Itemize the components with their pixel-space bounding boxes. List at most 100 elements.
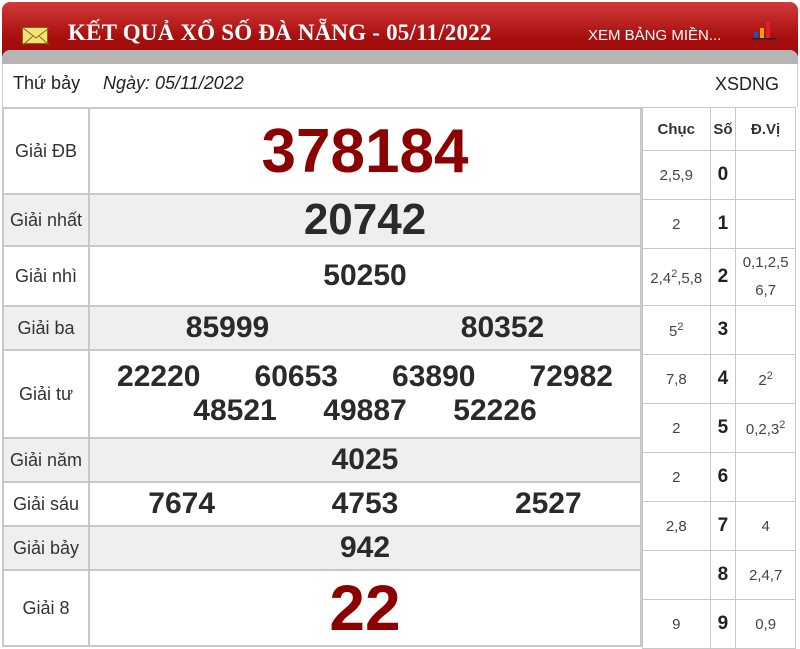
loto-so: 5 — [709, 403, 737, 453]
loto-chuc: 52 — [642, 305, 711, 355]
prize-numbers: 7674 4753 2527 — [88, 481, 642, 527]
view-region-link[interactable]: XEM BẢNG MIỀN... — [588, 27, 722, 44]
prize-numbers: 50250 — [88, 245, 642, 307]
prize-numbers: 378184 — [88, 107, 642, 195]
loto-count: 2 — [671, 267, 678, 280]
loto-dvi: 0,1,2,5 6,7 — [735, 248, 796, 306]
loto-chuc: 2 — [642, 403, 711, 453]
loto-digits: 2,4,7 — [748, 566, 783, 584]
prize-number: 49887 — [323, 394, 407, 427]
loto-row: 9 9 0,9 — [642, 599, 796, 649]
prize-number: 85999 — [185, 311, 270, 344]
prize-number: 942 — [339, 531, 391, 564]
prize-row: Giải nhì 50250 — [2, 245, 642, 307]
prize-number: 4025 — [331, 443, 399, 476]
prize-row: Giải tư 22220 60653 63890 72982 48521 49887 522… — [2, 349, 642, 439]
prize-number: 80352 — [460, 311, 545, 344]
page-title: KẾT QUẢ XỔ SỐ ĐÀ NẴNG - 05/11/2022 — [68, 20, 492, 45]
loto-row: 7,8 4 22 — [642, 354, 796, 404]
loto-digits: 0,9 — [755, 615, 777, 633]
loto-chuc: 7,8 — [642, 354, 711, 404]
loto-digits: 5 — [669, 322, 678, 340]
loto-chuc: 2,42,5,8 — [642, 248, 711, 306]
prize-row: Giải nhất 20742 — [2, 193, 642, 247]
prize-number: 52226 — [453, 394, 537, 427]
header-band — [2, 50, 798, 64]
draw-date: Ngày: 05/11/2022 — [103, 73, 244, 93]
prize-number: 2527 — [514, 487, 582, 520]
prize-numbers: 22220 60653 63890 72982 48521 49887 52226 — [88, 349, 642, 439]
loto-dvi — [735, 305, 796, 355]
col-so: Số — [709, 107, 737, 151]
prize-numbers: 85999 80352 — [88, 305, 642, 351]
prize-label: Giải ĐB — [2, 107, 90, 195]
loto-digits: 9 — [672, 615, 681, 633]
loto-chuc: 9 — [642, 599, 711, 649]
prize-row: Giải ĐB 378184 — [2, 107, 642, 195]
loto-row: 8 2,4,7 — [642, 550, 796, 600]
loto-digits: 0,1,2,5 — [742, 254, 789, 271]
prize-numbers: 4025 — [88, 437, 642, 483]
loto-so: 0 — [709, 150, 737, 200]
prize-number: 48521 — [193, 394, 277, 427]
loto-count: 2 — [766, 369, 773, 382]
prize-label: Giải bảy — [2, 525, 90, 571]
loto-row: 2,42,5,8 2 0,1,2,5 6,7 — [642, 248, 796, 306]
prize-numbers: 942 — [88, 525, 642, 571]
prize-row: Giải ba 85999 80352 — [2, 305, 642, 351]
loto-so: 6 — [709, 452, 737, 502]
prize-number: 50250 — [323, 259, 407, 292]
loto-digits: 6,7 — [755, 282, 777, 299]
loto-dvi: 0,2,32 — [735, 403, 796, 453]
col-dvi: Đ.Vị — [735, 107, 796, 151]
loto-so: 9 — [709, 599, 737, 649]
prize-number: 22 — [329, 572, 401, 644]
prize-number: 4753 — [331, 487, 399, 520]
loto-so: 3 — [709, 305, 737, 355]
prize-label: Giải năm — [2, 437, 90, 483]
loto-digits: 2,5,9 — [659, 166, 693, 184]
loto-dvi: 22 — [735, 354, 796, 404]
loto-so: 2 — [709, 248, 737, 306]
loto-dvi — [735, 199, 796, 249]
loto-digits: 2 — [672, 468, 681, 486]
prize-row: Giải năm 4025 — [2, 437, 642, 483]
loto-table: Chục Số Đ.Vị 2,5,9 0 2 1 2,42,5,8 2 0,1,2,5 6,7… — [642, 107, 796, 649]
weekday: Thứ bảy — [13, 73, 81, 93]
loto-digits: ,5,8 — [677, 269, 703, 287]
results-table: Giải ĐB 378184 Giải nhất 20742 Giải nhì 50250… — [2, 107, 642, 647]
loto-count: 2 — [677, 320, 684, 333]
prize-label: Giải nhất — [2, 193, 90, 247]
prize-row: Giải bảy 942 — [2, 525, 642, 571]
loto-digits: 2,8 — [665, 517, 687, 535]
col-chuc: Chục — [642, 107, 711, 151]
mail-icon — [22, 27, 49, 45]
loto-chuc — [642, 550, 711, 600]
prize-number: 63890 — [392, 360, 476, 393]
prize-numbers: 22 — [88, 569, 642, 647]
loto-digits: 4 — [761, 517, 770, 535]
loto-so: 1 — [709, 199, 737, 249]
loto-chuc: 2 — [642, 452, 711, 502]
prize-numbers: 20742 — [88, 193, 642, 247]
loto-digits: 0,2,3 — [745, 420, 780, 438]
loto-so: 7 — [709, 501, 737, 551]
prize-number: 72982 — [529, 360, 613, 393]
loto-digits: 2 — [672, 419, 681, 437]
loto-digits: 2 — [758, 371, 767, 389]
loto-chuc: 2 — [642, 199, 711, 249]
prize-number: 378184 — [261, 116, 469, 186]
loto-digits: 2 — [672, 215, 681, 233]
prize-number: 22220 — [117, 360, 201, 393]
loto-dvi: 2,4,7 — [735, 550, 796, 600]
prize-label: Giải sáu — [2, 481, 90, 527]
prize-label: Giải tư — [2, 349, 90, 439]
prize-number: 20742 — [303, 195, 427, 244]
prize-label: Giải ba — [2, 305, 90, 351]
loto-dvi: 0,9 — [735, 599, 796, 649]
draw-info: Thứ bảy Ngày: 05/11/2022 XSDNG — [2, 64, 798, 107]
loto-row: 52 3 — [642, 305, 796, 355]
bar-chart-icon[interactable] — [752, 20, 776, 40]
